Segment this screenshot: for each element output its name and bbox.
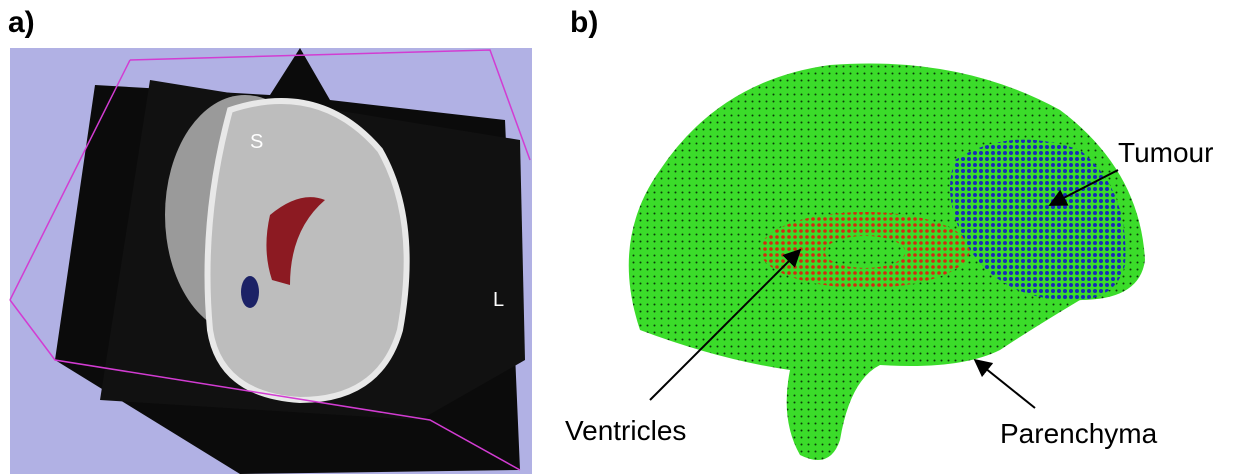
panel-label: b): [570, 6, 598, 39]
point-cloud-brain: [629, 63, 1145, 460]
orientation-label: L: [493, 289, 504, 311]
panel-label: a): [8, 6, 35, 39]
annotation: Tumour: [1118, 137, 1213, 168]
annotation: Ventricles: [565, 415, 686, 446]
mri-rendering: S L: [10, 48, 532, 474]
figure: a) S L b) Tumour Ventricles Parenchyma: [0, 0, 1256, 474]
orientation-label: S: [250, 131, 263, 153]
annotation: Parenchyma: [1000, 418, 1158, 449]
